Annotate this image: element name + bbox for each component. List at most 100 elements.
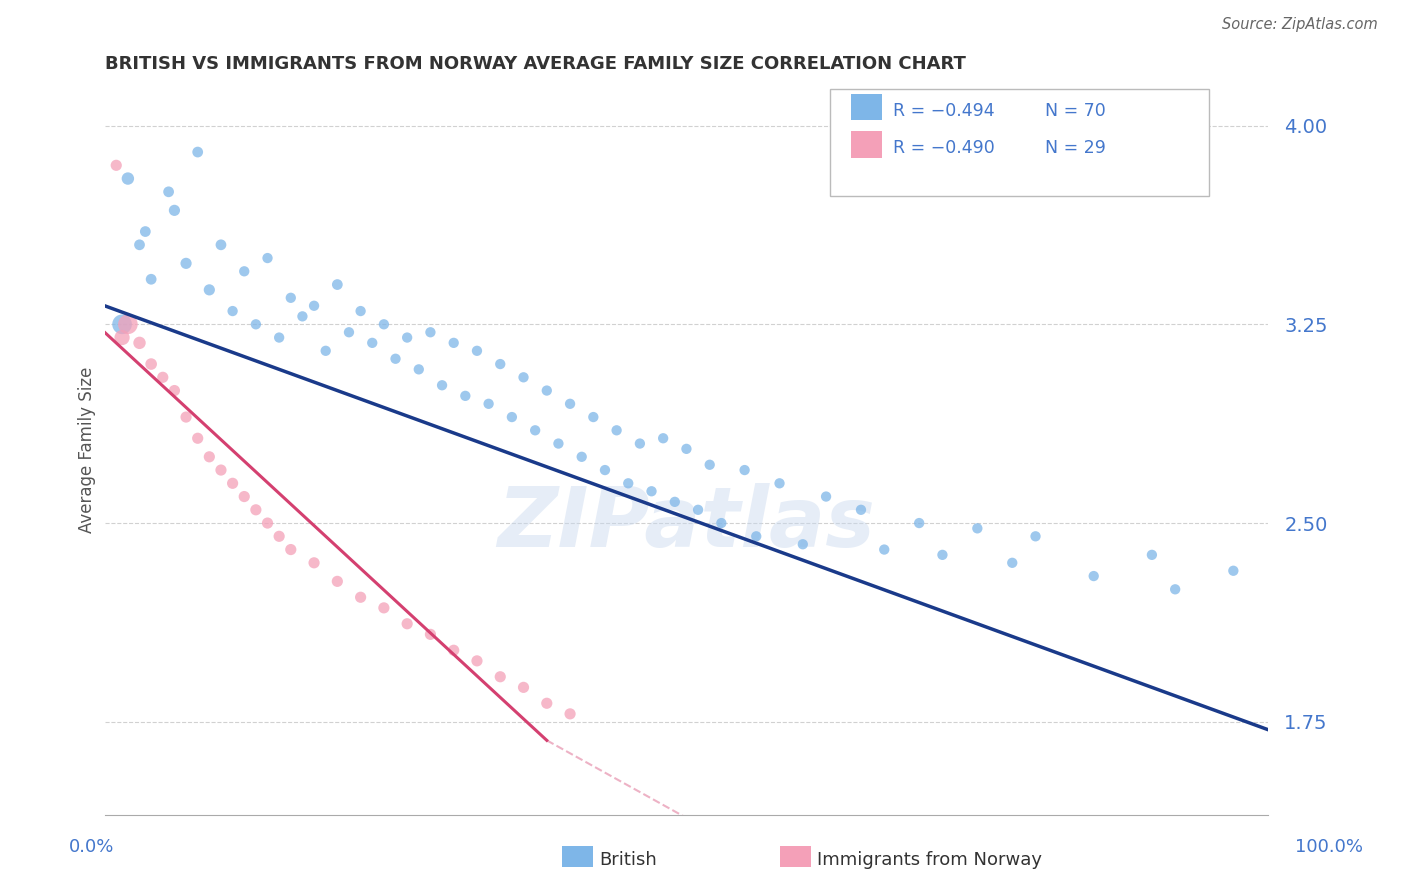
Point (873, 542, 896, 557)
Text: N = 70: N = 70 (1045, 102, 1105, 120)
Point (128, 237, 150, 252)
Text: British: British (599, 851, 657, 869)
Point (128, 335, 150, 350)
Point (141, 272, 163, 286)
Point (163, 203, 186, 218)
Point (966, 521, 988, 535)
Text: R = −0.490: R = −0.490 (893, 139, 994, 157)
Point (245, 503, 267, 517)
Point (315, 343, 337, 358)
Point (302, 556, 325, 570)
Point (198, 450, 221, 464)
Point (710, 516, 733, 530)
Point (699, 458, 721, 472)
Point (501, 410, 523, 425)
Point (849, 503, 872, 517)
Point (280, 291, 302, 305)
Point (233, 490, 256, 504)
Point (157, 185, 180, 199)
Point (1140, 548, 1163, 562)
Point (373, 600, 395, 615)
Point (349, 304, 371, 318)
Point (489, 670, 512, 684)
Point (326, 277, 349, 292)
Point (337, 325, 360, 339)
Point (256, 516, 278, 530)
Point (465, 343, 488, 358)
Point (174, 256, 197, 270)
Point (1001, 556, 1024, 570)
Point (269, 330, 291, 344)
Point (443, 643, 465, 657)
Point (396, 616, 419, 631)
Point (1222, 564, 1244, 578)
Text: R = −0.494: R = −0.494 (893, 102, 994, 120)
Point (134, 225, 156, 239)
Point (558, 706, 581, 721)
Point (269, 529, 291, 543)
Point (734, 463, 756, 477)
Y-axis label: Average Family Size: Average Family Size (79, 367, 96, 533)
Point (233, 264, 256, 278)
Point (443, 335, 465, 350)
Point (571, 450, 593, 464)
Text: BRITISH VS IMMIGRANTS FROM NORWAY AVERAGE FAMILY SIZE CORRELATION CHART: BRITISH VS IMMIGRANTS FROM NORWAY AVERAG… (104, 55, 966, 73)
Point (396, 330, 419, 344)
Point (582, 410, 605, 425)
Point (593, 463, 616, 477)
Point (675, 442, 697, 456)
Point (628, 436, 651, 450)
Point (419, 627, 441, 641)
Point (536, 384, 558, 398)
Point (280, 542, 302, 557)
Point (512, 681, 534, 695)
Point (547, 436, 569, 450)
Point (187, 145, 209, 159)
Text: Source: ZipAtlas.com: Source: ZipAtlas.com (1222, 17, 1378, 31)
Text: Immigrants from Norway: Immigrants from Norway (817, 851, 1042, 869)
Point (931, 548, 953, 562)
Point (163, 384, 186, 398)
Point (117, 171, 139, 186)
Point (1164, 582, 1187, 597)
Point (291, 310, 314, 324)
Point (326, 574, 349, 589)
Point (302, 299, 325, 313)
Point (373, 318, 395, 332)
Point (111, 318, 134, 332)
Point (209, 463, 232, 477)
Point (558, 397, 581, 411)
Point (536, 696, 558, 710)
Point (349, 591, 371, 605)
Point (512, 370, 534, 384)
Text: ZIPatlas: ZIPatlas (498, 483, 876, 564)
Point (419, 325, 441, 339)
Point (245, 318, 267, 332)
Point (141, 357, 163, 371)
Point (152, 370, 174, 384)
Point (117, 318, 139, 332)
Point (465, 654, 488, 668)
Point (198, 283, 221, 297)
Point (111, 330, 134, 344)
Point (221, 476, 243, 491)
Point (221, 304, 243, 318)
Point (792, 537, 814, 551)
Point (209, 237, 232, 252)
Point (361, 335, 384, 350)
Point (745, 529, 768, 543)
Point (1083, 569, 1105, 583)
Point (174, 410, 197, 425)
Point (640, 484, 662, 499)
Point (454, 389, 477, 403)
Text: N = 29: N = 29 (1045, 139, 1105, 157)
Point (664, 495, 686, 509)
Point (1025, 529, 1047, 543)
Point (187, 431, 209, 445)
Point (430, 378, 453, 392)
Text: 100.0%: 100.0% (1295, 838, 1362, 855)
Point (384, 351, 406, 366)
Point (408, 362, 430, 376)
Point (524, 423, 547, 437)
Point (815, 490, 838, 504)
